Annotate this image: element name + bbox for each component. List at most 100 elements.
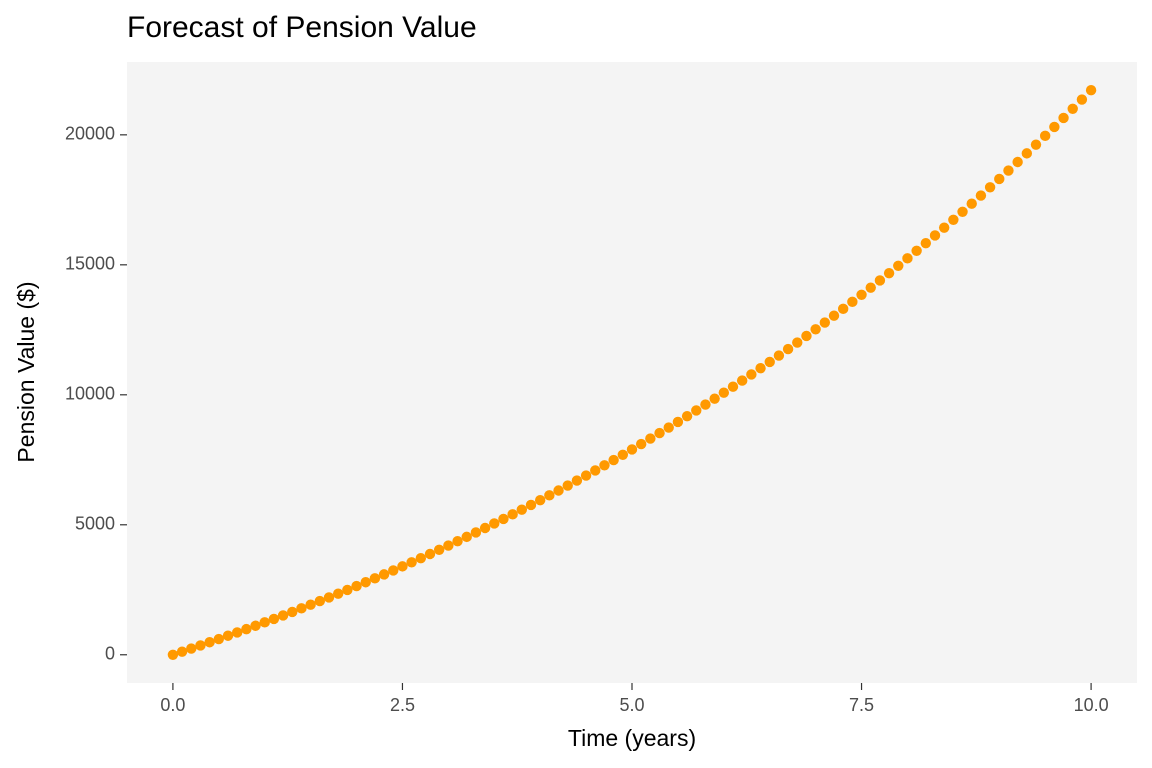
point xyxy=(534,494,546,506)
point xyxy=(727,381,739,392)
point xyxy=(773,350,785,361)
point xyxy=(186,643,197,654)
point xyxy=(746,369,757,380)
point xyxy=(415,552,427,564)
x-tick-label: 2.5 xyxy=(390,695,415,715)
point xyxy=(241,623,252,635)
chart-title: Forecast of Pension Value xyxy=(127,11,477,44)
point xyxy=(195,640,206,651)
point xyxy=(443,540,454,551)
point xyxy=(369,573,381,584)
point xyxy=(984,182,996,193)
y-axis-title: Pension Value ($) xyxy=(13,281,39,462)
x-axis-title: Time (years) xyxy=(568,725,696,751)
point xyxy=(1003,165,1014,176)
point xyxy=(911,245,922,256)
point xyxy=(994,173,1005,185)
point xyxy=(452,536,463,547)
point xyxy=(847,296,858,308)
point xyxy=(902,253,913,264)
y-tick-label: 0 xyxy=(105,644,115,664)
point xyxy=(406,557,417,568)
point xyxy=(1076,94,1088,105)
point xyxy=(250,620,261,631)
y-tick-label: 10000 xyxy=(65,384,115,404)
point xyxy=(277,610,289,621)
point xyxy=(378,569,390,580)
point xyxy=(470,527,482,538)
point xyxy=(966,198,977,209)
point xyxy=(1067,103,1078,114)
point xyxy=(287,606,298,618)
point xyxy=(975,190,987,201)
point xyxy=(948,214,959,225)
x-tick-label: 7.5 xyxy=(849,695,874,715)
point xyxy=(672,416,684,428)
point xyxy=(828,310,840,321)
point xyxy=(360,577,371,588)
point xyxy=(874,275,886,286)
point xyxy=(654,427,665,439)
y-tick-label: 15000 xyxy=(65,254,115,274)
point xyxy=(433,544,445,555)
point xyxy=(691,405,702,416)
point xyxy=(938,222,950,233)
point xyxy=(681,410,693,422)
point xyxy=(388,565,399,576)
x-tick-label: 0.0 xyxy=(160,695,185,715)
point xyxy=(755,363,766,374)
point xyxy=(571,475,583,486)
y-tick-label: 5000 xyxy=(75,514,115,534)
point xyxy=(1039,130,1051,142)
point xyxy=(479,522,491,534)
point xyxy=(635,438,647,450)
point xyxy=(167,649,179,660)
point xyxy=(810,324,821,335)
point xyxy=(268,613,280,625)
point xyxy=(893,260,904,271)
point xyxy=(296,603,307,614)
x-tick-label: 5.0 xyxy=(619,695,644,715)
point xyxy=(580,470,592,481)
point xyxy=(516,504,528,515)
point xyxy=(837,303,849,315)
point xyxy=(663,422,674,433)
point xyxy=(323,592,335,603)
point xyxy=(553,485,564,496)
point xyxy=(1021,148,1033,159)
point xyxy=(332,588,344,599)
point xyxy=(1030,139,1042,150)
point xyxy=(617,449,629,460)
point xyxy=(489,518,500,529)
point xyxy=(342,584,353,596)
point xyxy=(736,375,748,386)
y-tick-label: 20000 xyxy=(65,124,115,144)
point xyxy=(929,230,941,241)
point xyxy=(920,237,932,249)
point xyxy=(819,317,831,328)
point xyxy=(645,433,656,444)
point xyxy=(525,499,537,511)
point xyxy=(213,633,225,645)
point xyxy=(1058,112,1069,124)
point xyxy=(792,337,803,348)
panel xyxy=(127,62,1137,683)
point xyxy=(957,206,968,217)
point xyxy=(498,513,509,525)
point xyxy=(599,460,610,471)
point xyxy=(626,444,638,455)
point xyxy=(883,267,895,279)
point xyxy=(865,282,876,293)
point xyxy=(562,480,573,491)
point xyxy=(718,387,730,398)
point xyxy=(608,454,619,466)
point xyxy=(222,630,234,641)
point xyxy=(397,561,408,572)
point xyxy=(176,646,188,657)
point xyxy=(764,356,775,368)
x-tick-label: 10.0 xyxy=(1074,695,1109,715)
point xyxy=(351,580,362,592)
point xyxy=(709,393,720,404)
point xyxy=(1085,85,1097,96)
